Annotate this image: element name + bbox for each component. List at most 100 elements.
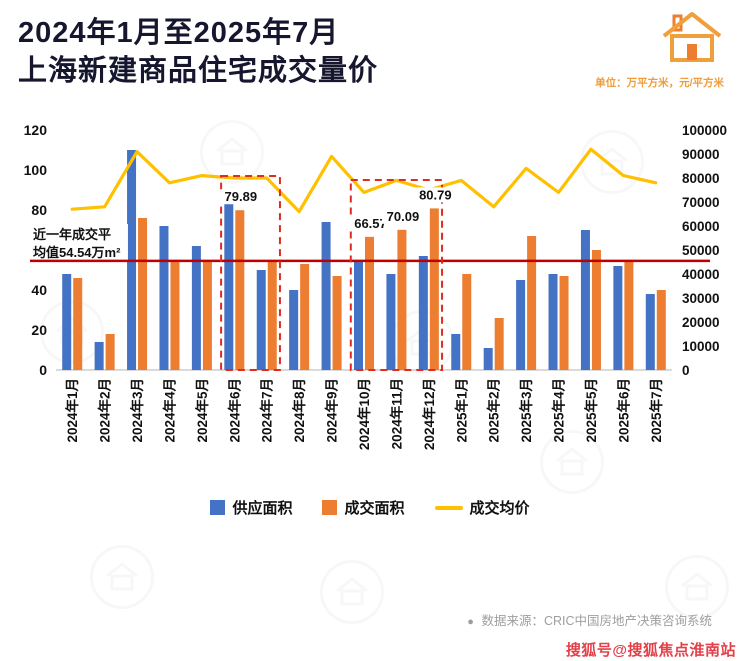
bar-供应面积 — [224, 200, 234, 370]
legend-item-average-price: 成交均价 — [434, 497, 530, 518]
price-line — [70, 147, 658, 214]
legend-label: 成交均价 — [469, 500, 530, 517]
legend-item-supply-area: 供应面积 — [210, 497, 292, 518]
bar-label-bg — [414, 187, 457, 203]
bar-供应面积 — [451, 334, 461, 370]
x-axis-label: 2024年10月 — [356, 378, 372, 450]
bar-成交面积 — [494, 318, 504, 370]
highlight-box — [220, 175, 281, 371]
x-axis-label: 2024年5月 — [194, 378, 210, 443]
left-axis-tick: 20 — [31, 322, 47, 338]
chart-svg: 0204060801001200100002000030000400005000… — [24, 122, 727, 450]
bar-label: 66.57 — [354, 216, 387, 231]
right-axis-tick: 80000 — [682, 171, 720, 186]
right-axis-tick: 0 — [682, 363, 690, 378]
x-axis-label: 2024年3月 — [129, 378, 145, 443]
x-axis-label: 2025年6月 — [615, 378, 631, 443]
bar-label: 79.89 — [225, 189, 258, 204]
annotation-bg — [30, 224, 128, 260]
bar-成交面积 — [365, 236, 374, 370]
chart-area: 0204060801001200100002000030000400005000… — [0, 108, 740, 491]
bar-label: 80.79 — [419, 187, 452, 202]
bar-供应面积 — [418, 256, 428, 370]
bar-成交面积 — [73, 278, 83, 370]
x-axis-label: 2024年8月 — [291, 378, 307, 443]
bar-成交面积 — [591, 250, 601, 370]
bar-供应面积 — [354, 262, 363, 370]
bar-成交面积 — [462, 274, 472, 370]
left-axis-tick: 80 — [31, 202, 47, 218]
bar-成交面积 — [170, 260, 180, 370]
background-watermark-icon — [320, 560, 384, 624]
bar-供应面积 — [516, 280, 526, 370]
transaction-area-swatch — [322, 500, 338, 515]
bar-成交面积 — [429, 208, 439, 370]
x-axis-label: 2024年1月 — [64, 378, 80, 443]
bar-成交面积 — [332, 276, 342, 370]
right-axis-tick: 20000 — [682, 315, 720, 330]
bar-成交面积 — [624, 260, 634, 370]
sohu-watermark: 搜狐号@搜狐焦点淮南站 — [565, 642, 736, 659]
x-axis-label: 2024年7月 — [259, 378, 275, 443]
header: 2024年1月至2025年7月 上海新建商品住宅成交量价 — [18, 14, 378, 91]
bar-供应面积 — [321, 222, 331, 370]
data-source-text: 数据来源：CRIC中国房地产决策咨询系统 — [481, 614, 712, 628]
x-axis-label: 2025年2月 — [486, 378, 502, 443]
bar-成交面积 — [300, 264, 310, 370]
left-axis-tick: 40 — [31, 282, 47, 298]
bar-成交面积 — [235, 210, 245, 370]
bar-供应面积 — [289, 290, 299, 370]
bar-label: 70.09 — [387, 209, 420, 224]
right-axis-tick: 70000 — [682, 195, 720, 210]
legend: 供应面积 成交面积 成交均价 — [0, 497, 740, 518]
bar-成交面积 — [559, 276, 569, 370]
bar-成交面积 — [138, 218, 148, 370]
bar-供应面积 — [256, 270, 266, 370]
right-axis-tick: 50000 — [682, 243, 720, 258]
x-axis-label: 2025年4月 — [551, 378, 567, 443]
bar-label-bg — [349, 215, 392, 231]
left-axis-tick: 100 — [24, 162, 48, 178]
right-axis-tick: 10000 — [682, 339, 720, 354]
bar-供应面积 — [191, 246, 201, 370]
right-axis-tick: 30000 — [682, 291, 720, 306]
bullet-icon: ● — [467, 616, 474, 628]
bar-供应面积 — [645, 294, 655, 370]
x-axis-label: 2024年6月 — [226, 378, 242, 443]
legend-item-transaction-area: 成交面积 — [322, 497, 405, 518]
x-axis-label: 2025年5月 — [583, 378, 599, 443]
left-axis-tick: 0 — [39, 362, 47, 378]
x-axis-label: 2024年4月 — [161, 378, 177, 443]
x-axis-label: 2025年3月 — [518, 378, 534, 443]
annotation-line1: 近一年成交平 — [33, 227, 111, 242]
right-axis-tick: 90000 — [682, 147, 720, 162]
bar-供应面积 — [580, 230, 590, 370]
bar-供应面积 — [483, 348, 493, 370]
legend-label: 成交面积 — [344, 500, 405, 517]
house-icon — [660, 12, 724, 68]
x-axis-label: 2024年12月 — [421, 378, 437, 450]
left-axis-tick: 120 — [24, 122, 48, 138]
x-axis-label: 2024年2月 — [97, 378, 113, 443]
x-axis-label: 2025年1月 — [453, 378, 469, 443]
supply-area-swatch — [210, 500, 226, 515]
bar-供应面积 — [613, 266, 623, 370]
page-title-line2: 上海新建商品住宅成交量价 — [18, 55, 379, 88]
bar-供应面积 — [548, 274, 558, 370]
data-source: ● 数据来源：CRIC中国房地产决策咨询系统 — [467, 610, 712, 629]
x-axis-label: 2025年7月 — [648, 378, 664, 443]
legend-label: 供应面积 — [232, 500, 293, 517]
x-axis-label: 2024年9月 — [324, 378, 340, 443]
bar-成交面积 — [397, 229, 407, 370]
bar-供应面积 — [386, 274, 396, 370]
bar-供应面积 — [159, 226, 169, 370]
bar-供应面积 — [62, 274, 72, 370]
bar-成交面积 — [656, 290, 666, 370]
right-axis-tick: 60000 — [682, 219, 720, 234]
page-title-line1: 2024年1月至2025年7月 — [18, 17, 340, 49]
bar-成交面积 — [105, 334, 115, 370]
bar-供应面积 — [94, 342, 104, 370]
unit-label: 单位：万平方米，元/平方米 — [595, 77, 724, 89]
right-axis-tick: 40000 — [682, 267, 720, 282]
bar-label-bg — [381, 208, 424, 224]
